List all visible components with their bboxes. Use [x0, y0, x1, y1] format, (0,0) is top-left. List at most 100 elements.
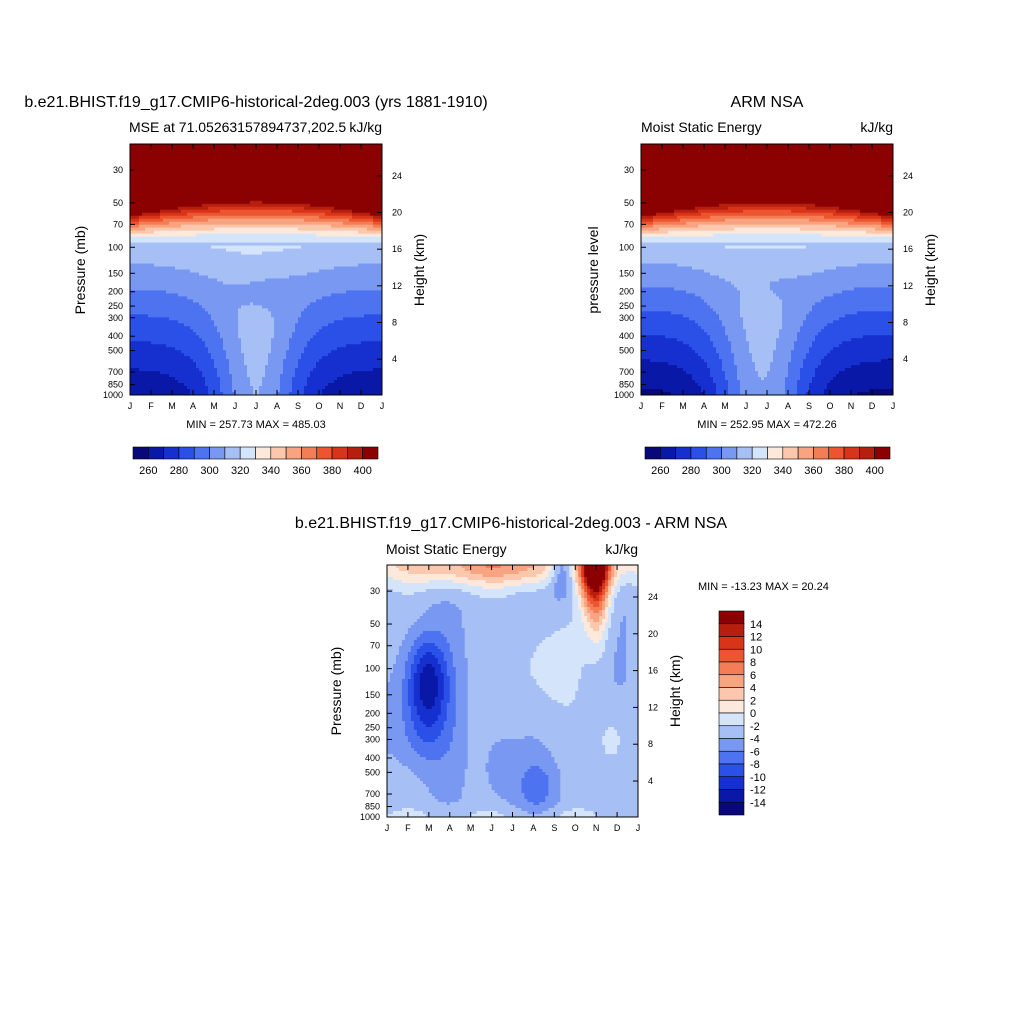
contour-cell — [548, 784, 561, 788]
contour-cell — [566, 592, 573, 596]
contour-cell — [641, 215, 654, 220]
contour-cell — [425, 652, 433, 656]
contour-cell — [506, 799, 529, 803]
contour-cell — [262, 251, 382, 256]
contour-cell — [461, 787, 493, 791]
contour-cell — [304, 308, 382, 312]
colorbar-tick-label: 340 — [774, 465, 792, 477]
contour-cell — [617, 637, 627, 641]
contour-cell — [584, 601, 588, 605]
contour-cell — [387, 769, 412, 773]
contour-cell — [719, 275, 798, 280]
colorbar-tick-label: -6 — [750, 746, 760, 758]
contour-cell — [145, 227, 215, 232]
contour-cell — [331, 209, 353, 214]
contour-cell — [707, 332, 726, 336]
contour-cell — [812, 272, 893, 277]
contour-cell — [226, 356, 245, 360]
contour-cell — [584, 622, 591, 626]
contour-cell — [208, 392, 224, 395]
contour-cell — [626, 640, 638, 644]
contour-cell — [367, 227, 382, 232]
diff-ylabel: Pressure (mb) — [328, 647, 344, 736]
contour-cell — [271, 350, 287, 354]
contour-cell — [452, 736, 469, 740]
contour-cell — [241, 347, 272, 351]
contour-cell — [713, 341, 732, 345]
contour-cell — [455, 715, 469, 719]
contour-cell — [130, 155, 382, 160]
contour-cell — [560, 778, 638, 782]
contour-cell — [434, 700, 442, 704]
contour-cell — [398, 568, 466, 572]
contour-cell — [554, 574, 558, 578]
contour-cell — [440, 712, 448, 716]
contour-cell — [578, 580, 582, 584]
contour-cell — [671, 311, 717, 315]
contour-cell — [387, 685, 403, 689]
contour-cell — [274, 326, 296, 330]
contour-cell — [202, 305, 242, 309]
contour-cell — [387, 715, 403, 719]
colorbar-swatch — [767, 446, 784, 460]
contour-cell — [614, 589, 621, 593]
contour-cell — [578, 595, 582, 599]
contour-cell — [440, 700, 451, 704]
contour-cell — [419, 682, 439, 686]
contour-cell — [130, 197, 382, 202]
contour-cell — [392, 664, 406, 668]
contour-cell — [551, 751, 606, 755]
contour-cell — [707, 362, 723, 366]
contour-cell — [407, 697, 415, 701]
contour-cell — [803, 362, 822, 366]
contour-cell — [130, 308, 206, 312]
contour-cell — [407, 691, 415, 695]
contour-cell — [130, 389, 191, 393]
height-tick-label: 16 — [392, 244, 402, 254]
contour-cell — [620, 577, 638, 581]
contour-cell — [584, 589, 588, 593]
contour-cell — [587, 595, 591, 599]
contour-cell — [578, 679, 615, 683]
contour-cell — [602, 592, 606, 596]
contour-cell — [602, 739, 621, 743]
contour-cell — [545, 799, 561, 803]
contour-cell — [286, 353, 302, 357]
contour-cell — [337, 347, 382, 351]
contour-cell — [410, 646, 421, 650]
contour-cell — [220, 380, 233, 384]
contour-cell — [590, 601, 600, 605]
contour-cell — [178, 320, 215, 324]
contour-cell — [626, 628, 638, 632]
y-tick-label: 200 — [619, 287, 634, 297]
contour-cell — [130, 149, 382, 154]
contour-cell — [878, 212, 893, 217]
contour-cell — [722, 320, 744, 324]
contour-cell — [710, 305, 741, 309]
contour-cell — [387, 571, 409, 575]
contour-cell — [677, 263, 858, 268]
contour-cell — [199, 272, 308, 277]
contour-cell — [434, 697, 445, 701]
y-tick-label: 250 — [619, 301, 634, 311]
contour-cell — [605, 577, 609, 581]
contour-cell — [659, 227, 735, 232]
contour-cell — [599, 658, 615, 662]
contour-cell — [557, 577, 567, 581]
contour-cell — [641, 278, 726, 283]
contour-cell — [361, 341, 382, 345]
contour-cell — [259, 392, 278, 395]
contour-cell — [416, 649, 442, 653]
contour-cell — [440, 670, 448, 674]
contour-cell — [446, 661, 454, 665]
contour-cell — [611, 592, 615, 596]
contour-cell — [446, 673, 457, 677]
contour-cell — [557, 802, 638, 806]
contour-cell — [539, 685, 579, 689]
contour-cell — [238, 314, 272, 318]
y-tick-label: 850 — [108, 380, 123, 390]
contour-cell — [728, 383, 741, 387]
contour-cell — [488, 751, 552, 755]
contour-cell — [437, 658, 445, 662]
contour-cell — [452, 658, 469, 662]
